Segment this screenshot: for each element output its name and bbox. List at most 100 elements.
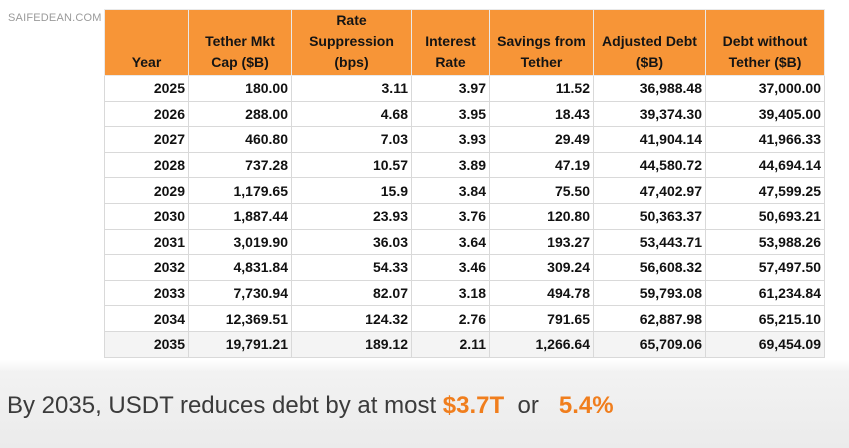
cell-savings: 1,266.64 [489,330,594,358]
footer-text: By 2035, USDT reduces debt by at most [7,392,437,419]
cell-tether-mkt-cap: 460.80 [188,126,292,153]
cell-debt-without-tether: 37,000.00 [705,75,825,102]
cell-debt-without-tether: 61,234.84 [705,279,825,307]
cell-debt-without-tether: 65,215.10 [705,305,825,332]
header-tether-mkt-cap: Tether Mkt Cap ($B) [188,9,292,76]
cell-interest-rate: 3.18 [411,279,490,307]
cell-debt-without-tether: 53,988.26 [705,228,825,256]
cell-year: 2030 [104,202,189,230]
cell-rate-suppression: 4.68 [291,100,412,128]
cell-savings: 193.27 [489,228,594,256]
cell-year: 2031 [104,228,189,256]
cell-adjusted-debt: 44,580.72 [593,151,706,179]
cell-interest-rate: 3.84 [411,177,490,204]
cell-rate-suppression: 36.03 [291,228,412,256]
cell-rate-suppression: 15.9 [291,177,412,204]
table-row: 2029 1,179.65 15.9 3.84 75.50 47,402.97 … [104,177,825,204]
header-adjusted-debt: Adjusted Debt ($B) [593,9,706,76]
cell-year: 2026 [104,100,189,128]
cell-year: 2032 [104,254,189,281]
cell-debt-without-tether: 44,694.14 [705,151,825,179]
table-body: 2025 180.00 3.11 3.97 11.52 36,988.48 37… [104,75,825,358]
cell-interest-rate: 3.76 [411,202,490,230]
table-header: Year Tether Mkt Cap ($B) Rate Suppressio… [104,9,825,76]
cell-tether-mkt-cap: 1,887.44 [188,202,292,230]
cell-savings: 120.80 [489,202,594,230]
header-rate-suppression: Rate Suppression (bps) [291,9,412,76]
cell-year: 2025 [104,75,189,102]
table-row: 2032 4,831.84 54.33 3.46 309.24 56,608.3… [104,254,825,281]
table-row: 2031 3,019.90 36.03 3.64 193.27 53,443.7… [104,228,825,256]
cell-debt-without-tether: 41,966.33 [705,126,825,153]
cell-rate-suppression: 7.03 [291,126,412,153]
watermark: SAIFEDEAN.COM [8,12,102,24]
cell-interest-rate: 3.95 [411,100,490,128]
table-row: 2035 19,791.21 189.12 2.11 1,266.64 65,7… [104,330,825,358]
cell-tether-mkt-cap: 1,179.65 [188,177,292,204]
cell-adjusted-debt: 53,443.71 [593,228,706,256]
cell-rate-suppression: 124.32 [291,305,412,332]
cell-adjusted-debt: 62,887.98 [593,305,706,332]
header-savings-from-tether: Savings from Tether [489,9,594,76]
cell-interest-rate: 2.11 [411,330,490,358]
cell-savings: 309.24 [489,254,594,281]
cell-interest-rate: 3.89 [411,151,490,179]
footer-caption: By 2035, USDT reduces debt by at most $3… [7,392,614,420]
cell-savings: 494.78 [489,279,594,307]
cell-savings: 18.43 [489,100,594,128]
cell-debt-without-tether: 69,454.09 [705,330,825,358]
cell-rate-suppression: 10.57 [291,151,412,179]
cell-interest-rate: 3.64 [411,228,490,256]
table-row: 2027 460.80 7.03 3.93 29.49 41,904.14 41… [104,126,825,153]
cell-year: 2034 [104,305,189,332]
cell-interest-rate: 3.46 [411,254,490,281]
table-row: 2025 180.00 3.11 3.97 11.52 36,988.48 37… [104,75,825,102]
cell-tether-mkt-cap: 4,831.84 [188,254,292,281]
cell-year: 2028 [104,151,189,179]
table-row: 2026 288.00 4.68 3.95 18.43 39,374.30 39… [104,100,825,128]
footer-amount: $3.7T [442,392,505,419]
cell-adjusted-debt: 59,793.08 [593,279,706,307]
cell-debt-without-tether: 47,599.25 [705,177,825,204]
cell-rate-suppression: 189.12 [291,330,412,358]
cell-adjusted-debt: 39,374.30 [593,100,706,128]
cell-tether-mkt-cap: 7,730.94 [188,279,292,307]
cell-adjusted-debt: 56,608.32 [593,254,706,281]
cell-savings: 11.52 [489,75,594,102]
cell-rate-suppression: 82.07 [291,279,412,307]
table-row: 2030 1,887.44 23.93 3.76 120.80 50,363.3… [104,202,825,230]
footer-connector: or [517,392,539,419]
header-row: Year Tether Mkt Cap ($B) Rate Suppressio… [104,9,825,76]
cell-savings: 29.49 [489,126,594,153]
cell-tether-mkt-cap: 288.00 [188,100,292,128]
table-row: 2028 737.28 10.57 3.89 47.19 44,580.72 4… [104,151,825,179]
cell-tether-mkt-cap: 180.00 [188,75,292,102]
cell-tether-mkt-cap: 12,369.51 [188,305,292,332]
cell-year: 2029 [104,177,189,204]
cell-savings: 47.19 [489,151,594,179]
cell-interest-rate: 3.97 [411,75,490,102]
cell-adjusted-debt: 47,402.97 [593,177,706,204]
footer-percent: 5.4% [558,392,614,419]
cell-rate-suppression: 23.93 [291,202,412,230]
cell-rate-suppression: 3.11 [291,75,412,102]
cell-adjusted-debt: 36,988.48 [593,75,706,102]
cell-interest-rate: 3.93 [411,126,490,153]
cell-adjusted-debt: 65,709.06 [593,330,706,358]
header-debt-without-tether: Debt without Tether ($B) [705,9,825,76]
cell-savings: 791.65 [489,305,594,332]
cell-adjusted-debt: 41,904.14 [593,126,706,153]
cell-debt-without-tether: 39,405.00 [705,100,825,128]
table-row: 2034 12,369.51 124.32 2.76 791.65 62,887… [104,305,825,332]
cell-year: 2035 [104,330,189,358]
cell-tether-mkt-cap: 19,791.21 [188,330,292,358]
cell-tether-mkt-cap: 737.28 [188,151,292,179]
table-row: 2033 7,730.94 82.07 3.18 494.78 59,793.0… [104,279,825,307]
cell-savings: 75.50 [489,177,594,204]
cell-rate-suppression: 54.33 [291,254,412,281]
cell-year: 2033 [104,279,189,307]
cell-year: 2027 [104,126,189,153]
cell-debt-without-tether: 57,497.50 [705,254,825,281]
cell-interest-rate: 2.76 [411,305,490,332]
cell-tether-mkt-cap: 3,019.90 [188,228,292,256]
